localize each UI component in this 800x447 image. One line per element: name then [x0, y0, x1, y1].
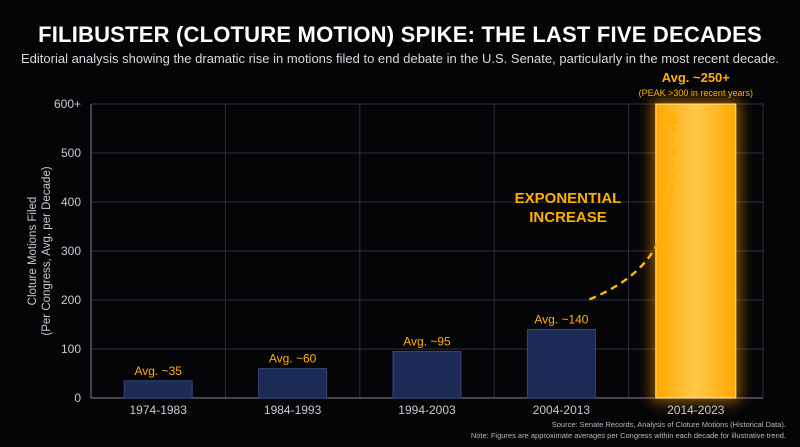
bar — [392, 350, 462, 399]
y-tick-label: 600+ — [54, 97, 81, 111]
bar-value-label: Avg. ~140 — [534, 312, 588, 326]
bar-value-label: Avg. ~95 — [403, 334, 451, 348]
y-tick-label: 100 — [61, 342, 81, 356]
y-tick-label: 300 — [61, 244, 81, 258]
bar-value-label: Avg. ~60 — [269, 352, 317, 366]
y-tick-label: 200 — [61, 293, 81, 307]
y-axis-title-line1: Cloture Motions Filed — [27, 197, 39, 306]
growth-arrow — [588, 111, 680, 301]
chart-title: FILIBUSTER (CLOTURE MOTION) SPIKE: THE L… — [38, 22, 762, 47]
highlight-sublabel: (PEAK >300 in recent years) — [639, 88, 753, 98]
bar-value-label: Avg. ~250+ — [662, 70, 731, 85]
x-tick-label: 2004-2013 — [533, 403, 591, 417]
labels: 0 100 200 300 400 500 600+ Cloture Motions File… — [27, 70, 753, 417]
y-tick-label: 400 — [61, 195, 81, 209]
bar-value-label: Avg. ~35 — [134, 364, 182, 378]
y-tick-label: 500 — [61, 146, 81, 160]
x-tick-label: 1974-1983 — [130, 403, 188, 417]
source-note: Source: Senate Records, Analysis of Clot… — [551, 420, 786, 429]
bars — [123, 100, 740, 402]
y-tick-label: 0 — [74, 391, 81, 405]
x-tick-label: 1984-1993 — [264, 403, 322, 417]
x-tick-label: 2014-2023 — [667, 403, 725, 417]
bar — [258, 368, 328, 399]
annotation-line1: EXPONENTIAL — [515, 190, 622, 207]
y-axis-title-line2: (Per Congress, Avg. per Decade) — [41, 166, 53, 335]
x-tick-label: 1994-2003 — [398, 403, 456, 417]
bar — [526, 328, 596, 399]
bar — [123, 380, 193, 399]
annotation-line2: INCREASE — [529, 209, 607, 226]
highlight-bar — [655, 103, 737, 399]
chart-subtitle: Editorial analysis showing the dramatic … — [20, 51, 780, 66]
y-axis-title: Cloture Motions Filed (Per Congress, Avg.… — [27, 166, 53, 335]
method-note: Note: Figures are approximate averages p… — [470, 431, 786, 440]
